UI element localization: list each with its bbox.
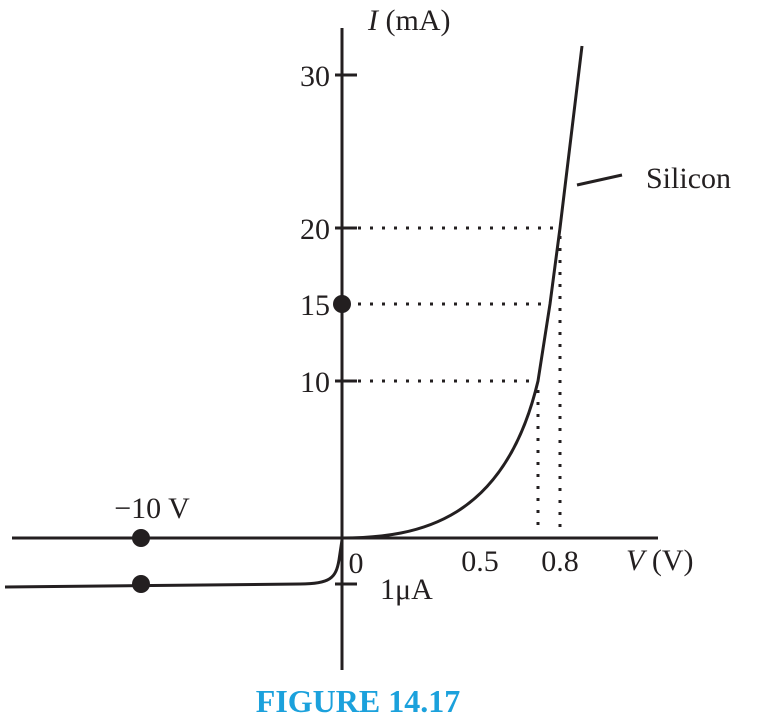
tick-label: 0.8 <box>541 545 579 578</box>
unit: (mA) <box>386 4 451 37</box>
unit: (V) <box>652 544 694 577</box>
symbol: V <box>626 544 648 577</box>
forward-curve <box>341 45 584 540</box>
tick-label: 20 <box>300 213 330 246</box>
caption: FIGURE 14.17 <box>256 683 460 719</box>
tick-label: 30 <box>300 60 330 93</box>
guides <box>358 226 562 532</box>
tick-label: 1μA <box>380 573 433 606</box>
y-ticks <box>335 73 357 586</box>
label-leader <box>576 173 623 187</box>
point <box>333 295 351 313</box>
symbol: I <box>367 4 380 37</box>
y-axis-label: I (mA) <box>367 4 450 37</box>
reverse-curve <box>4 539 344 589</box>
point <box>132 575 150 593</box>
point <box>132 529 150 547</box>
x-axis-label: V (V) <box>626 544 693 577</box>
tick-label: 15 <box>300 289 330 322</box>
tick-label: 10 <box>300 366 330 399</box>
tick-label: 0.5 <box>461 545 499 578</box>
curve-label: Silicon <box>646 162 731 195</box>
reverse-label: −10 V <box>114 492 190 525</box>
tick-label: 0 <box>349 547 364 580</box>
